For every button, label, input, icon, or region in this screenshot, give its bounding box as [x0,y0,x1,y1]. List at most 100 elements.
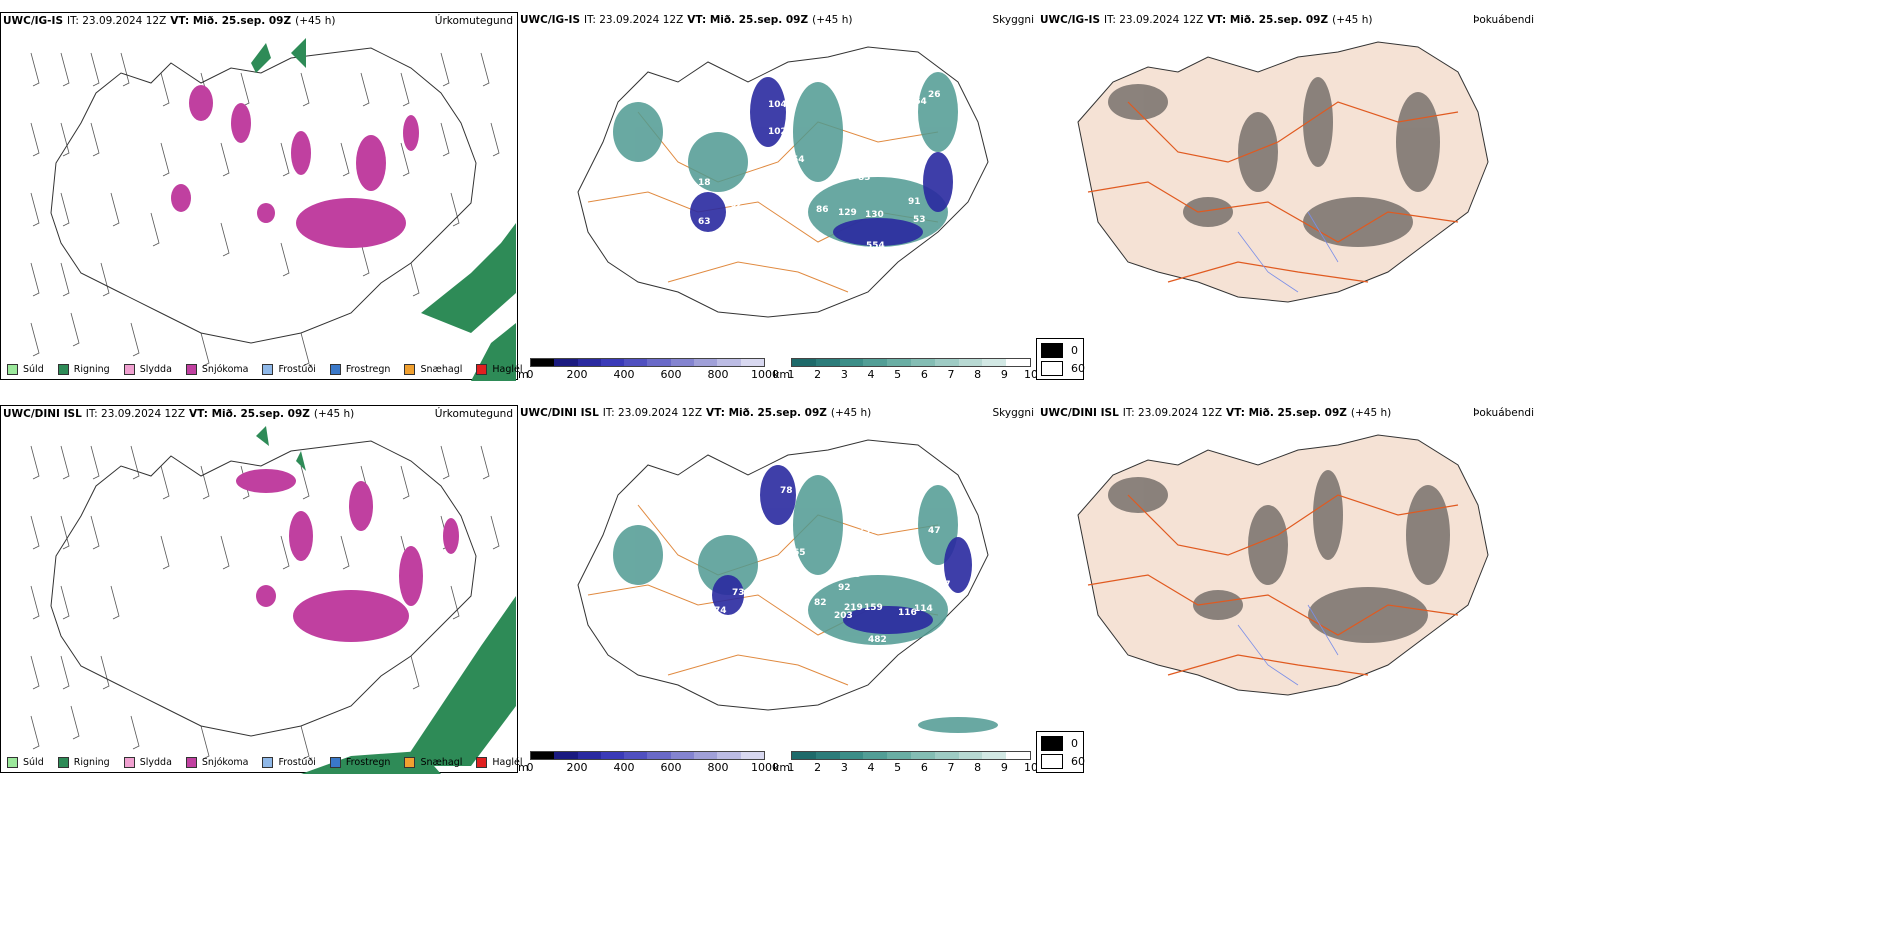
init-time: IT: 23.09.2024 12Z [67,15,167,27]
valid-time: VT: Mið. 25.sep. 09Z [706,407,827,419]
colorbar-bin [887,359,911,366]
panel-title: Skyggni [992,14,1035,26]
cloud-label: 63 [698,217,711,227]
colorbar-bin [624,752,648,759]
precip-type-map [30,38,516,381]
legend-label: Frostúði [278,364,316,375]
model-name: UWC/DINI ISL [520,407,599,419]
init-time: IT: 23.09.2024 12Z [584,14,684,26]
legend-swatch [185,757,197,768]
cloud-base-areas [712,465,972,634]
valid-time: VT: Mið. 25.sep. 09Z [170,15,292,27]
cloud-label: 73 [732,588,745,598]
iceland-outline [50,440,477,737]
colorbar-tick: 800 [707,761,729,774]
cloud-label: 116 [898,608,917,618]
colorbar-tick: 10 [1024,368,1038,381]
colorbar-bin [647,359,671,366]
colorbar-bin [577,752,601,759]
legend-item: Súld [7,364,44,375]
colorbar-tick: 2 [814,368,822,381]
colorbar-bin [694,752,718,759]
precip-type-map [30,426,516,774]
fog-legend: 0 60 [1036,731,1085,773]
lead-time: (+45 h) [295,15,336,27]
legend-swatch [329,757,341,768]
valid-time: VT: Mið. 25.sep. 09Z [1207,14,1329,26]
cloud-label: 159 [864,603,883,613]
init-time: IT: 23.09.2024 12Z [85,408,186,420]
colorbar-strip [791,358,1031,367]
fog-legend: 0 60 [1036,338,1085,380]
cloud-label: 104 [768,100,787,110]
roads [1087,101,1459,283]
legend-item: Snæhagl [404,757,462,768]
colorbar-bin [694,359,718,366]
iceland-outline [577,46,989,318]
colorbar-bin [934,359,959,366]
colorbar-bin [839,752,864,759]
legend-swatch [57,364,69,375]
init-time: IT: 23.09.2024 12Z [1104,14,1204,26]
colorbar-tick: 0 [526,761,534,774]
cloud-label: 97 [938,580,951,590]
colorbar-tick: 4 [867,368,875,381]
legend-label: Slydda [139,757,172,768]
legend-label: Snjókoma [201,757,249,768]
lead-time: (+45 h) [812,14,853,26]
colorbar-tick: 3 [840,368,848,381]
fog-shading [1108,470,1450,643]
colorbar-bin [839,359,864,366]
visibility-areas [613,475,998,733]
colorbar-bin [815,359,840,366]
legend-label: Súld [23,757,44,768]
legend-item: Frostúði [262,364,316,375]
init-time: IT: 23.09.2024 12Z [602,407,703,419]
valid-time: VT: Mið. 25.sep. 09Z [1226,407,1347,419]
cloud-label: 86 [678,576,691,586]
colorbar-tick: 5 [894,761,902,774]
cloud-label: 94 [856,140,869,150]
colorbar-bin [577,359,601,366]
fog-legend-swatch [1041,736,1063,751]
cloud-label: 219 [844,603,863,613]
fog-legend-row: 0 [1041,343,1078,358]
colorbar-bin [958,359,983,366]
cloud-label: 114 [914,604,933,614]
cloud-label: 62 [730,200,743,210]
colorbar-bin [863,752,888,759]
panel-header: UWC/IG-IS IT: 23.09.2024 12Z VT: Mið. 25… [1040,14,1534,26]
colorbar-strip [530,751,765,760]
panel-title: Úrkomutegund [434,15,513,27]
panel-header: UWC/DINI ISL IT: 23.09.2024 12Z VT: Mið.… [1040,407,1534,419]
colorbar-tick: 8 [974,761,982,774]
colorbar-tick: 200 [566,761,588,774]
visibility-colorbar: km 1 2 3 4 5 6 7 8 9 10 [773,358,1038,384]
iceland-outline [50,47,477,344]
precip-type-panel-row2: UWC/DINI ISL IT: 23.09.2024 12Z VT: Mið.… [0,405,523,774]
cloud-label: 202 [900,498,919,508]
colorbar-tick: 9 [1000,368,1008,381]
colorbar-bin [531,359,555,366]
cloud-label: 200 [888,90,907,100]
legend-item: Rigning [57,364,110,375]
legend-item: Snjókoma [185,757,249,768]
colorbar-tick: 800 [707,368,729,381]
legend-item: Frostregn [329,364,390,375]
cloud-label: 554 [866,241,885,251]
lead-time: (+45 h) [1332,14,1373,26]
colorbar-tick: 7 [947,368,955,381]
cloud-map: 200 264 26 494 104 77 102 94 100 83 62 1… [577,46,989,318]
legend-label: Frostregn [345,757,391,768]
colorbar-unit: m [518,368,529,381]
panel-header: UWC/IG-IS IT: 23.09.2024 12Z VT: Mið. 25… [520,14,1034,26]
colorbar-unit: m [518,761,529,774]
legend-swatch [476,757,488,768]
legend-item: Slydda [123,757,172,768]
cloud-label: 91 [908,197,921,207]
panel-title: Úrkomutegund [434,408,513,420]
legend-swatch [123,757,135,768]
colorbar-bin [717,359,741,366]
colorbar-bin [910,752,935,759]
colorbar-tick: 6 [920,368,928,381]
